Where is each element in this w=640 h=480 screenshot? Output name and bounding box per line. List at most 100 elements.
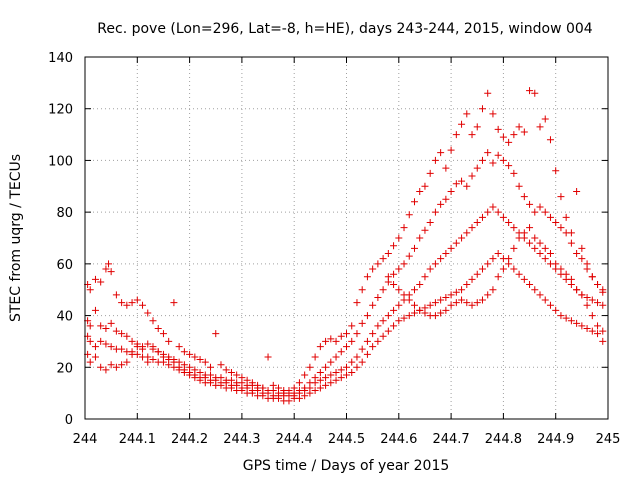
data-point — [599, 288, 607, 296]
x-tick-label: 244.6 — [380, 432, 417, 447]
data-point — [395, 265, 403, 273]
data-point — [238, 387, 246, 395]
data-point — [421, 273, 429, 281]
data-point — [322, 374, 330, 382]
data-point — [295, 394, 303, 402]
data-point — [363, 350, 371, 358]
data-point — [520, 128, 528, 136]
data-point — [332, 353, 340, 361]
data-point — [358, 286, 366, 294]
data-point — [499, 213, 507, 221]
data-point — [154, 348, 162, 356]
data-point — [458, 177, 466, 185]
data-points — [84, 87, 607, 405]
data-point — [295, 379, 303, 387]
data-point — [536, 123, 544, 131]
data-point — [494, 208, 502, 216]
data-point — [421, 182, 429, 190]
data-point — [484, 208, 492, 216]
data-point — [390, 242, 398, 250]
data-point — [567, 317, 575, 325]
data-point — [248, 389, 256, 397]
y-tick-label: 40 — [56, 310, 73, 325]
data-point — [191, 374, 199, 382]
data-point — [144, 358, 152, 366]
data-point — [410, 309, 418, 317]
data-point — [128, 299, 136, 307]
data-point — [541, 208, 549, 216]
data-point — [363, 273, 371, 281]
data-point — [437, 296, 445, 304]
data-point — [526, 239, 534, 247]
data-point — [573, 286, 581, 294]
data-point — [458, 296, 466, 304]
data-point — [520, 275, 528, 283]
data-point — [510, 224, 518, 232]
data-point — [426, 265, 434, 273]
data-point — [348, 358, 356, 366]
y-tick-label: 20 — [56, 361, 73, 376]
data-point — [541, 115, 549, 123]
x-axis-ticks: 244 244.1 244.2 244.3 244.4 244.5 244.6 244.7 24… — [73, 57, 620, 447]
data-point — [468, 301, 476, 309]
data-point — [353, 353, 361, 361]
data-point — [515, 234, 523, 242]
data-point — [139, 301, 147, 309]
data-point — [369, 343, 377, 351]
data-point — [405, 252, 413, 260]
data-point — [505, 255, 513, 263]
data-point — [102, 325, 110, 332]
data-point — [531, 89, 539, 97]
data-point — [416, 306, 424, 314]
data-point — [144, 340, 152, 348]
y-tick-label: 120 — [48, 103, 73, 118]
data-point — [343, 363, 350, 371]
data-point — [567, 275, 575, 283]
data-point — [546, 301, 554, 309]
data-point — [170, 358, 178, 366]
data-point — [478, 213, 486, 221]
data-point — [499, 156, 507, 164]
data-point — [452, 180, 460, 188]
data-point — [416, 234, 424, 242]
data-point — [363, 337, 371, 345]
data-point — [353, 299, 361, 307]
x-tick-label: 244.9 — [537, 432, 574, 447]
data-point — [149, 356, 157, 364]
data-point — [541, 244, 549, 252]
data-point — [384, 312, 392, 320]
data-point — [301, 371, 309, 379]
data-point — [489, 159, 497, 167]
data-point — [562, 213, 570, 221]
data-point — [133, 350, 141, 358]
data-point — [175, 363, 183, 371]
data-point — [515, 270, 523, 278]
data-point — [489, 203, 497, 211]
data-point — [348, 322, 356, 330]
data-point — [520, 229, 528, 237]
data-point — [442, 293, 450, 301]
data-point — [478, 105, 486, 113]
data-point — [379, 332, 387, 340]
data-point — [337, 348, 345, 356]
data-point — [91, 353, 99, 361]
data-point — [526, 87, 534, 95]
data-point — [484, 260, 492, 268]
data-point — [541, 296, 549, 304]
data-point — [390, 270, 398, 278]
data-point — [437, 200, 445, 208]
data-point — [473, 218, 481, 226]
data-point — [588, 312, 596, 320]
data-point — [421, 309, 429, 317]
data-point — [594, 330, 602, 338]
data-point — [536, 250, 544, 258]
data-point — [191, 353, 199, 361]
data-point — [91, 275, 99, 283]
data-point — [452, 288, 460, 296]
data-point — [484, 89, 492, 97]
data-point — [499, 133, 507, 141]
data-point — [112, 291, 120, 299]
data-point — [541, 255, 549, 263]
data-point — [599, 327, 607, 335]
data-point — [431, 299, 439, 307]
